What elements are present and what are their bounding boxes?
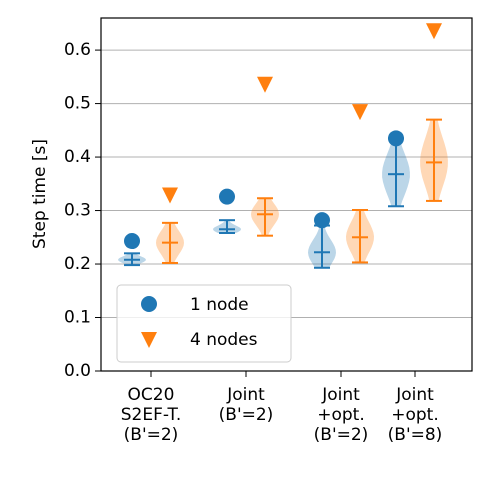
legend-label-4-nodes: 4 nodes xyxy=(190,330,258,350)
x-tick-label: Joint xyxy=(321,385,360,405)
x-tick-label: S2EF-T. xyxy=(121,405,181,425)
x-tick-label: Joint xyxy=(395,385,434,405)
legend-marker-4-nodes xyxy=(141,332,157,348)
marker-4-nodes xyxy=(426,23,442,40)
x-tick-label: OC20 xyxy=(128,385,175,405)
x-tick-label: +opt. xyxy=(317,405,365,425)
legend: 1 node 4 nodes xyxy=(116,284,292,363)
marker-4-nodes xyxy=(352,104,368,121)
y-tick-label: 0.3 xyxy=(64,201,91,221)
legend-label-1-node: 1 node xyxy=(190,295,249,315)
x-tick-label: (B'=2) xyxy=(124,425,179,445)
marker-1-node xyxy=(219,188,235,205)
plot-frame xyxy=(100,17,473,372)
marker-4-nodes xyxy=(257,76,273,93)
x-axis: OC20S2EF-T.(B'=2)Joint(B'=2)Joint+opt.(B… xyxy=(121,371,443,445)
x-tick-label: +opt. xyxy=(391,405,439,425)
x-tick-label: (B'=2) xyxy=(219,405,274,425)
marker-1-node xyxy=(124,233,140,250)
y-tick-label: 0.4 xyxy=(64,147,91,167)
marker-1-node xyxy=(314,212,330,229)
y-axis: 0.0 0.1 0.2 0.3 0.4 0.5 0.6 xyxy=(64,40,101,381)
y-tick-label: 0.0 xyxy=(64,361,91,381)
y-axis-label: Step time [s] xyxy=(30,139,50,249)
marker-1-node xyxy=(388,130,404,147)
y-tick-label: 0.5 xyxy=(64,94,91,114)
x-tick-label: (B'=8) xyxy=(388,425,443,445)
legend-marker-1-node xyxy=(141,296,157,312)
x-tick-label: (B'=2) xyxy=(314,425,369,445)
y-tick-label: 0.2 xyxy=(64,254,91,274)
x-tick-label: Joint xyxy=(226,385,265,405)
y-tick-label: 0.6 xyxy=(64,40,91,60)
markers xyxy=(124,23,442,250)
legend-box xyxy=(116,284,292,363)
y-tick-label: 0.1 xyxy=(64,308,91,328)
marker-4-nodes xyxy=(162,187,178,204)
